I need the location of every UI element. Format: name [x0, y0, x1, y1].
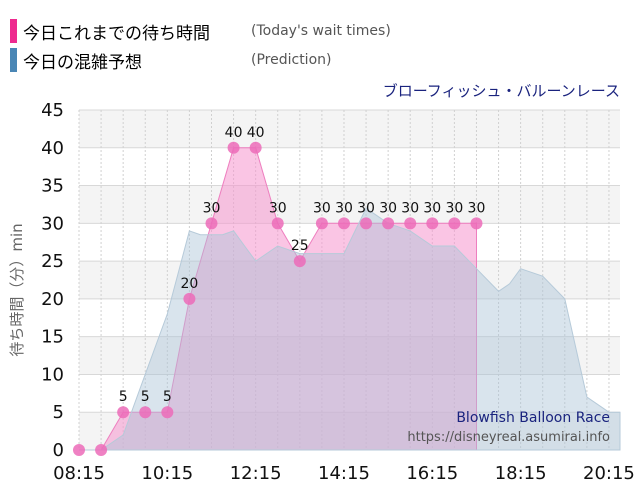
data-label: 20 — [180, 276, 198, 292]
data-label: 30 — [203, 200, 221, 216]
grid-band — [79, 110, 620, 148]
legend-actual-swatch — [10, 19, 17, 43]
data-label: 40 — [225, 125, 243, 141]
watermark-name: Blowfish Balloon Race — [456, 410, 610, 426]
data-label: 30 — [423, 200, 441, 216]
data-label: 30 — [269, 200, 287, 216]
legend-actual: 今日これまでの待ち時間 (Today's wait times) — [10, 18, 391, 44]
actual-point — [139, 406, 152, 419]
data-label: 30 — [468, 200, 486, 216]
actual-point — [382, 217, 395, 230]
actual-point — [426, 217, 439, 230]
legend-prediction-sub: (Prediction) — [251, 52, 332, 68]
actual-point — [315, 217, 328, 230]
y-tick-label: 25 — [41, 251, 64, 272]
y-tick-label: 35 — [41, 176, 64, 197]
legend-prediction-label: 今日の混雑予想 — [23, 52, 142, 73]
data-label: 5 — [119, 389, 128, 405]
actual-point — [271, 217, 284, 230]
actual-point — [360, 217, 373, 230]
actual-point — [404, 217, 417, 230]
y-tick-label: 0 — [53, 440, 64, 461]
actual-point — [337, 217, 350, 230]
x-tick-label: 12:15 — [230, 463, 282, 484]
data-label: 30 — [335, 200, 353, 216]
data-label: 40 — [247, 125, 265, 141]
legend-actual-label: 今日これまでの待ち時間 — [23, 23, 210, 44]
actual-point — [183, 292, 196, 305]
x-tick-label: 18:15 — [495, 463, 547, 484]
data-label: 5 — [141, 389, 150, 405]
actual-point — [470, 217, 483, 230]
data-label: 30 — [445, 200, 463, 216]
series-areas — [79, 147, 621, 451]
legend-actual-sub: (Today's wait times) — [251, 23, 391, 39]
actual-point — [448, 217, 461, 230]
data-label: 30 — [379, 200, 397, 216]
grid-band — [79, 147, 620, 186]
x-tick-label: 20:15 — [583, 463, 635, 484]
actual-point — [117, 406, 130, 419]
grid-band — [79, 185, 620, 224]
y-tick-label: 20 — [41, 289, 64, 310]
y-tick-label: 15 — [41, 327, 64, 348]
y-tick-label: 45 — [41, 100, 64, 121]
y-tick-label: 10 — [41, 364, 64, 385]
x-tick-label: 16:15 — [406, 463, 458, 484]
data-label: 30 — [401, 200, 419, 216]
x-tick-label: 10:15 — [141, 463, 193, 484]
attraction-name: ブローフィッシュ・バルーンレース — [382, 82, 620, 100]
x-tick-label: 14:15 — [318, 463, 370, 484]
legend-prediction: 今日の混雑予想 (Prediction) — [10, 47, 331, 73]
y-tick-label: 30 — [41, 213, 64, 234]
legend-prediction-swatch — [10, 48, 17, 72]
watermark-url: https://disneyreal.asumirai.info — [407, 430, 610, 445]
y-axis-label: 待ち時間（分）min — [8, 223, 26, 356]
x-tick-label: 08:15 — [53, 463, 105, 484]
actual-point — [95, 444, 108, 456]
actual-point — [227, 141, 240, 154]
data-label: 5 — [163, 389, 172, 405]
actual-point — [205, 217, 218, 230]
y-tick-label: 5 — [53, 402, 64, 423]
actual-point — [249, 141, 262, 154]
axis-ticks: 0 5 10 15 20 25 30 35 40 45 08:15 10:15 12:15 14:15 16… — [41, 100, 635, 484]
data-label: 30 — [357, 200, 375, 216]
y-tick-label: 40 — [41, 138, 64, 159]
data-label: 25 — [291, 238, 309, 254]
prediction-area — [79, 207, 621, 451]
actual-point — [293, 255, 306, 268]
actual-point — [161, 406, 174, 419]
data-label: 30 — [313, 200, 331, 216]
actual-point — [73, 444, 85, 456]
